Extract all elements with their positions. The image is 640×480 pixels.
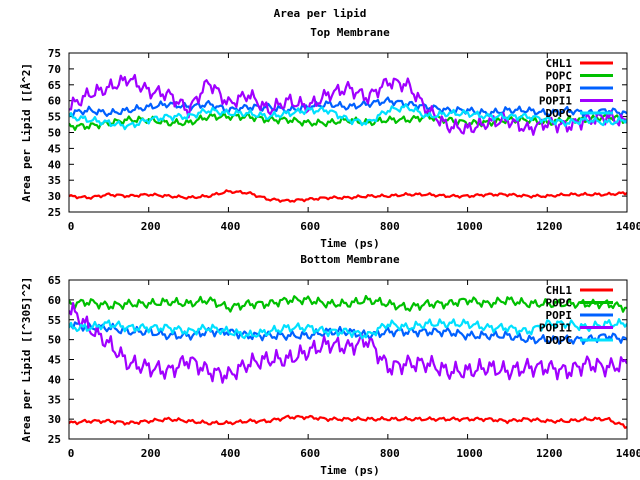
x-tick-label: 1200	[536, 220, 563, 233]
y-tick-label: 40	[48, 373, 61, 386]
x-axis-label: Time (ps)	[320, 237, 380, 250]
series-line-popi	[69, 96, 627, 118]
series-group	[69, 73, 627, 203]
legend-label: DOPC	[546, 334, 573, 347]
y-tick-label: 40	[48, 158, 61, 171]
legend-label: POPI1	[539, 322, 572, 335]
y-axis-label: Area per Lipid [[^305]^2]	[20, 277, 33, 443]
x-tick-label: 1000	[456, 220, 483, 233]
legend-label: DOPC	[546, 107, 573, 120]
y-tick-label: 60	[48, 294, 61, 307]
legend-label: POPC	[546, 297, 573, 310]
y-tick-label: 45	[48, 142, 61, 155]
y-tick-label: 30	[48, 190, 61, 203]
plot-frame	[68, 52, 628, 213]
y-tick-label: 50	[48, 334, 61, 347]
y-tick-label: 65	[48, 79, 61, 92]
plot-frame	[68, 279, 628, 440]
y-tick-label: 55	[48, 314, 61, 327]
y-tick-label: 65	[48, 274, 61, 287]
x-tick-label: 1200	[536, 447, 563, 460]
series-line-popi1	[69, 302, 627, 384]
x-axis-label: Time (ps)	[320, 464, 380, 477]
x-tick-label: 600	[300, 447, 320, 460]
legend-label: POPI1	[539, 95, 572, 108]
y-axis-label: Area per Lipid [[Å^2]	[20, 63, 33, 202]
series-group	[69, 294, 627, 429]
figure-title: Area per lipid	[274, 7, 367, 20]
y-tick-label: 35	[48, 393, 61, 406]
legend-label: POPC	[546, 70, 573, 83]
x-tick-label: 400	[220, 447, 240, 460]
x-tick-label: 800	[380, 447, 400, 460]
y-tick-label: 25	[48, 206, 61, 219]
x-tick-label: 200	[141, 447, 161, 460]
panel-bottom: Bottom Membrane 25 30 35 40 45 50 55 60 65 0 200 400…	[20, 253, 640, 477]
y-tick-label: 75	[48, 47, 61, 60]
series-line-dopc	[69, 318, 627, 340]
panel-top: Top Membrane 25 30 35 40 45 50 55 60 65 70 75 0 200 40…	[20, 26, 640, 250]
x-tick-label: 200	[141, 220, 161, 233]
series-line-chl1	[69, 414, 627, 429]
y-tick-label: 25	[48, 433, 61, 446]
series-line-popi1	[69, 73, 627, 136]
x-tick-label: 1400	[616, 220, 640, 233]
series-line-popc	[69, 294, 627, 313]
x-tick-label: 0	[68, 447, 75, 460]
y-tick-label: 60	[48, 95, 61, 108]
legend-label: POPI	[546, 309, 573, 322]
x-tick-label: 800	[380, 220, 400, 233]
panel-title: Bottom Membrane	[300, 253, 400, 266]
y-tick-label: 70	[48, 63, 61, 76]
series-line-dopc	[69, 103, 627, 131]
legend-label: POPI	[546, 82, 573, 95]
y-tick-label: 30	[48, 413, 61, 426]
panel-title: Top Membrane	[310, 26, 390, 39]
y-tick-label: 50	[48, 127, 61, 140]
x-tick-label: 0	[68, 220, 75, 233]
y-tick-label: 55	[48, 111, 61, 124]
x-tick-label: 1000	[456, 447, 483, 460]
legend-label: CHL1	[546, 284, 573, 297]
y-tick-label: 35	[48, 174, 61, 187]
legend-label: CHL1	[546, 57, 573, 70]
y-tick-label: 45	[48, 354, 61, 367]
x-tick-label: 400	[220, 220, 240, 233]
series-line-chl1	[69, 189, 627, 203]
x-tick-label: 600	[300, 220, 320, 233]
x-tick-label: 1400	[616, 447, 640, 460]
